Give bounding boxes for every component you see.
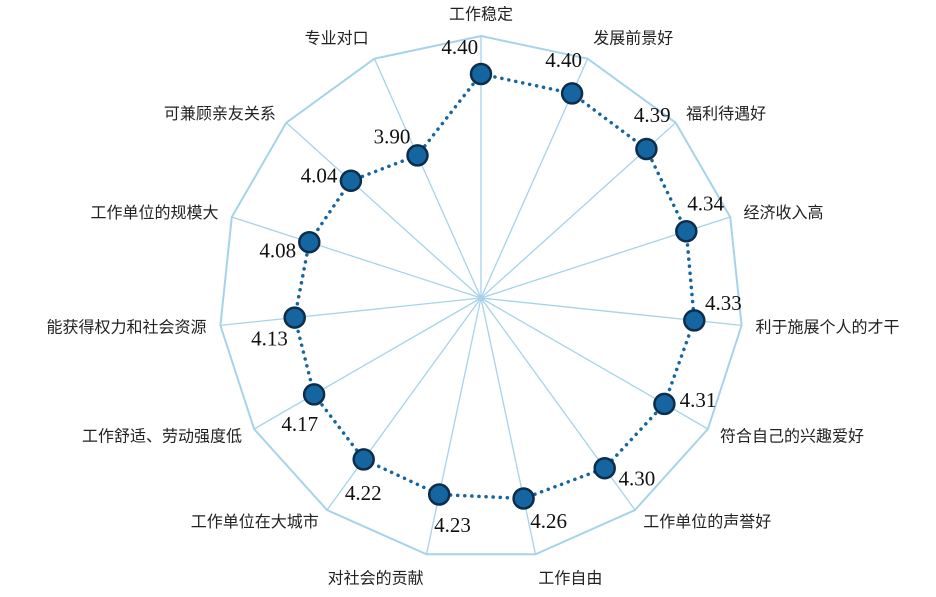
value-label-4: 4.33 [705, 291, 742, 315]
data-point-6 [593, 456, 616, 480]
value-labels: 4.40 4.40 4.39 4.34 4.33 4.31 4.30 4.26 4.23 4.22… [251, 35, 742, 537]
axis-labels: 工作稳定发展前景好福利待遇好经济收入高利于施展个人的才干符合自己的兴趣爱好工作单… [46, 5, 899, 588]
axis-label-12: 工作单位的规模大 [90, 203, 218, 222]
spoke-14 [373, 58, 482, 299]
axis-label-10: 工作舒适、劳动强度低 [82, 427, 242, 446]
value-label-8: 4.23 [434, 513, 471, 537]
data-point-9 [352, 448, 375, 471]
data-point-14 [406, 144, 429, 167]
axis-label-14: 专业对口 [305, 28, 369, 47]
value-label-13: 4.04 [301, 163, 338, 187]
radar-frame [219, 34, 743, 556]
axis-label-2: 福利待遇好 [686, 104, 766, 123]
data-points [283, 62, 706, 510]
data-point-5 [653, 392, 676, 416]
axis-label-1: 发展前景好 [593, 28, 673, 47]
value-label-2: 4.39 [634, 103, 671, 127]
value-label-7: 4.26 [530, 509, 567, 533]
axis-label-11: 能获得权力和社会资源 [46, 317, 206, 336]
data-point-13 [339, 169, 363, 193]
value-label-9: 4.22 [345, 481, 382, 505]
value-label-14: 3.90 [374, 125, 411, 149]
data-point-3 [675, 220, 698, 243]
axis-label-9: 工作单位在大城市 [191, 512, 319, 531]
axis-label-5: 符合自己的兴趣爱好 [720, 427, 864, 446]
data-point-0 [469, 62, 493, 86]
axis-label-13: 可兼顾亲友关系 [164, 104, 276, 123]
spoke-8 [425, 297, 482, 555]
value-label-10: 4.17 [281, 412, 318, 436]
axis-label-0: 工作稳定 [449, 5, 513, 24]
series-line [292, 72, 697, 501]
data-point-7 [512, 487, 535, 510]
value-label-6: 4.30 [619, 466, 656, 490]
axis-label-8: 对社会的贡献 [328, 569, 424, 588]
axis-label-4: 利于施展个人的才干 [756, 317, 900, 336]
axis-label-6: 工作单位的声誉好 [643, 512, 771, 531]
spoke-7 [480, 297, 537, 555]
data-point-10 [302, 383, 326, 406]
data-point-11 [283, 306, 306, 329]
radar-spokes [220, 36, 742, 555]
axis-label-7: 工作自由 [538, 569, 602, 588]
spoke-13 [285, 122, 482, 299]
data-point-8 [427, 483, 451, 506]
spoke-10 [253, 297, 482, 430]
value-label-0: 4.40 [441, 35, 478, 59]
data-point-2 [635, 137, 658, 161]
value-label-12: 4.08 [259, 239, 296, 263]
axis-label-3: 经济收入高 [744, 203, 824, 222]
data-point-1 [560, 82, 584, 105]
data-point-4 [683, 309, 706, 332]
spoke-11 [220, 297, 482, 327]
value-label-1: 4.40 [545, 48, 582, 72]
spoke-12 [231, 216, 482, 299]
spoke-9 [326, 297, 482, 511]
data-point-12 [298, 230, 321, 254]
value-label-5: 4.31 [680, 388, 717, 412]
value-label-11: 4.13 [251, 327, 288, 351]
value-label-3: 4.34 [687, 191, 724, 215]
